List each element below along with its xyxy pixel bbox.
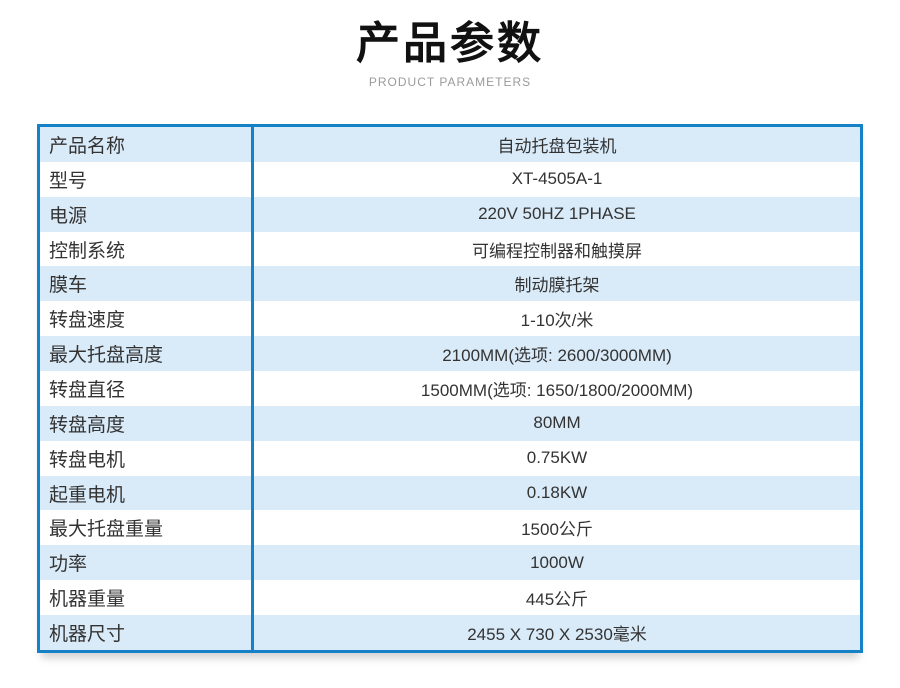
table-row: 转盘电机 0.75KW <box>40 440 860 476</box>
param-label: 膜车 <box>40 266 254 302</box>
table-row: 型号 XT-4505A-1 <box>40 161 860 197</box>
table-row: 膜车 制动膜托架 <box>40 266 860 302</box>
param-value: 1500公斤 <box>521 520 593 540</box>
param-label: 转盘直径 <box>40 371 254 406</box>
param-value: 可编程控制器和触摸屏 <box>472 241 642 261</box>
param-value: 0.18KW <box>526 483 588 503</box>
page-subtitle: PRODUCT PARAMETERS <box>368 75 532 90</box>
table-row: 起重电机 0.18KW <box>40 475 860 511</box>
param-value: 0.75KW <box>526 448 588 468</box>
param-label: 最大托盘重量 <box>40 510 254 546</box>
param-value: 1500MM(选项: 1650/1800/2000MM) <box>420 380 694 400</box>
table-row: 电源 220V 50HZ 1PHASE <box>40 196 860 232</box>
param-label: 转盘电机 <box>40 440 254 476</box>
table-row: 最大托盘高度 2100MM(选项: 2600/3000MM) <box>40 336 860 372</box>
table-row: 转盘速度 1-10次/米 <box>40 301 860 337</box>
param-label: 转盘速度 <box>40 301 254 337</box>
table-row: 机器尺寸 2455 X 730 X 2530毫米 <box>40 615 860 650</box>
page-header: 产品参数 PRODUCT PARAMETERS <box>0 19 900 90</box>
table-row: 控制系统 可编程控制器和触摸屏 <box>40 231 860 267</box>
table-row: 转盘高度 80MM <box>40 405 860 441</box>
param-value: 2455 X 730 X 2530毫米 <box>467 624 647 644</box>
param-label: 电源 <box>40 196 254 232</box>
param-label: 控制系统 <box>40 231 254 267</box>
param-label: 型号 <box>40 161 254 197</box>
param-value: 制动膜托架 <box>514 276 600 296</box>
spec-table: 产品名称 自动托盘包装机型号 XT-4505A-1 电源 220V 50HZ 1PHAS… <box>37 124 863 653</box>
param-value: 自动托盘包装机 <box>497 136 617 156</box>
param-label: 产品名称 <box>40 127 254 162</box>
table-row: 产品名称 自动托盘包装机 <box>40 127 860 162</box>
param-label: 机器重量 <box>40 580 254 616</box>
page-title: 产品参数 <box>356 19 544 68</box>
param-value: 445公斤 <box>525 590 589 610</box>
param-value: 80MM <box>533 413 581 433</box>
table-row: 最大托盘重量 1500公斤 <box>40 510 860 546</box>
param-value: XT-4505A-1 <box>511 169 603 189</box>
param-label: 机器尺寸 <box>40 615 254 650</box>
param-value: 2100MM(选项: 2600/3000MM) <box>442 346 672 366</box>
table-row: 转盘直径 1500MM(选项: 1650/1800/2000MM) <box>40 371 860 406</box>
param-value: 220V 50HZ 1PHASE <box>478 204 636 224</box>
param-label: 转盘高度 <box>40 405 254 441</box>
table-row: 机器重量 445公斤 <box>40 580 860 616</box>
table-row: 功率 1000W <box>40 545 860 581</box>
param-value: 1-10次/米 <box>520 311 594 331</box>
param-label: 功率 <box>40 545 254 581</box>
param-label: 最大托盘高度 <box>40 336 254 372</box>
param-value: 1000W <box>530 552 584 572</box>
param-label: 起重电机 <box>40 475 254 511</box>
